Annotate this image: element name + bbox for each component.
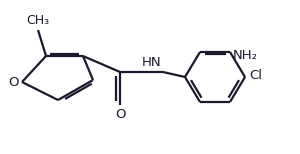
Text: Cl: Cl <box>250 69 262 82</box>
Text: O: O <box>115 108 125 121</box>
Text: NH₂: NH₂ <box>233 49 258 62</box>
Text: O: O <box>8 75 19 89</box>
Text: CH₃: CH₃ <box>26 14 50 27</box>
Text: HN: HN <box>142 56 161 69</box>
